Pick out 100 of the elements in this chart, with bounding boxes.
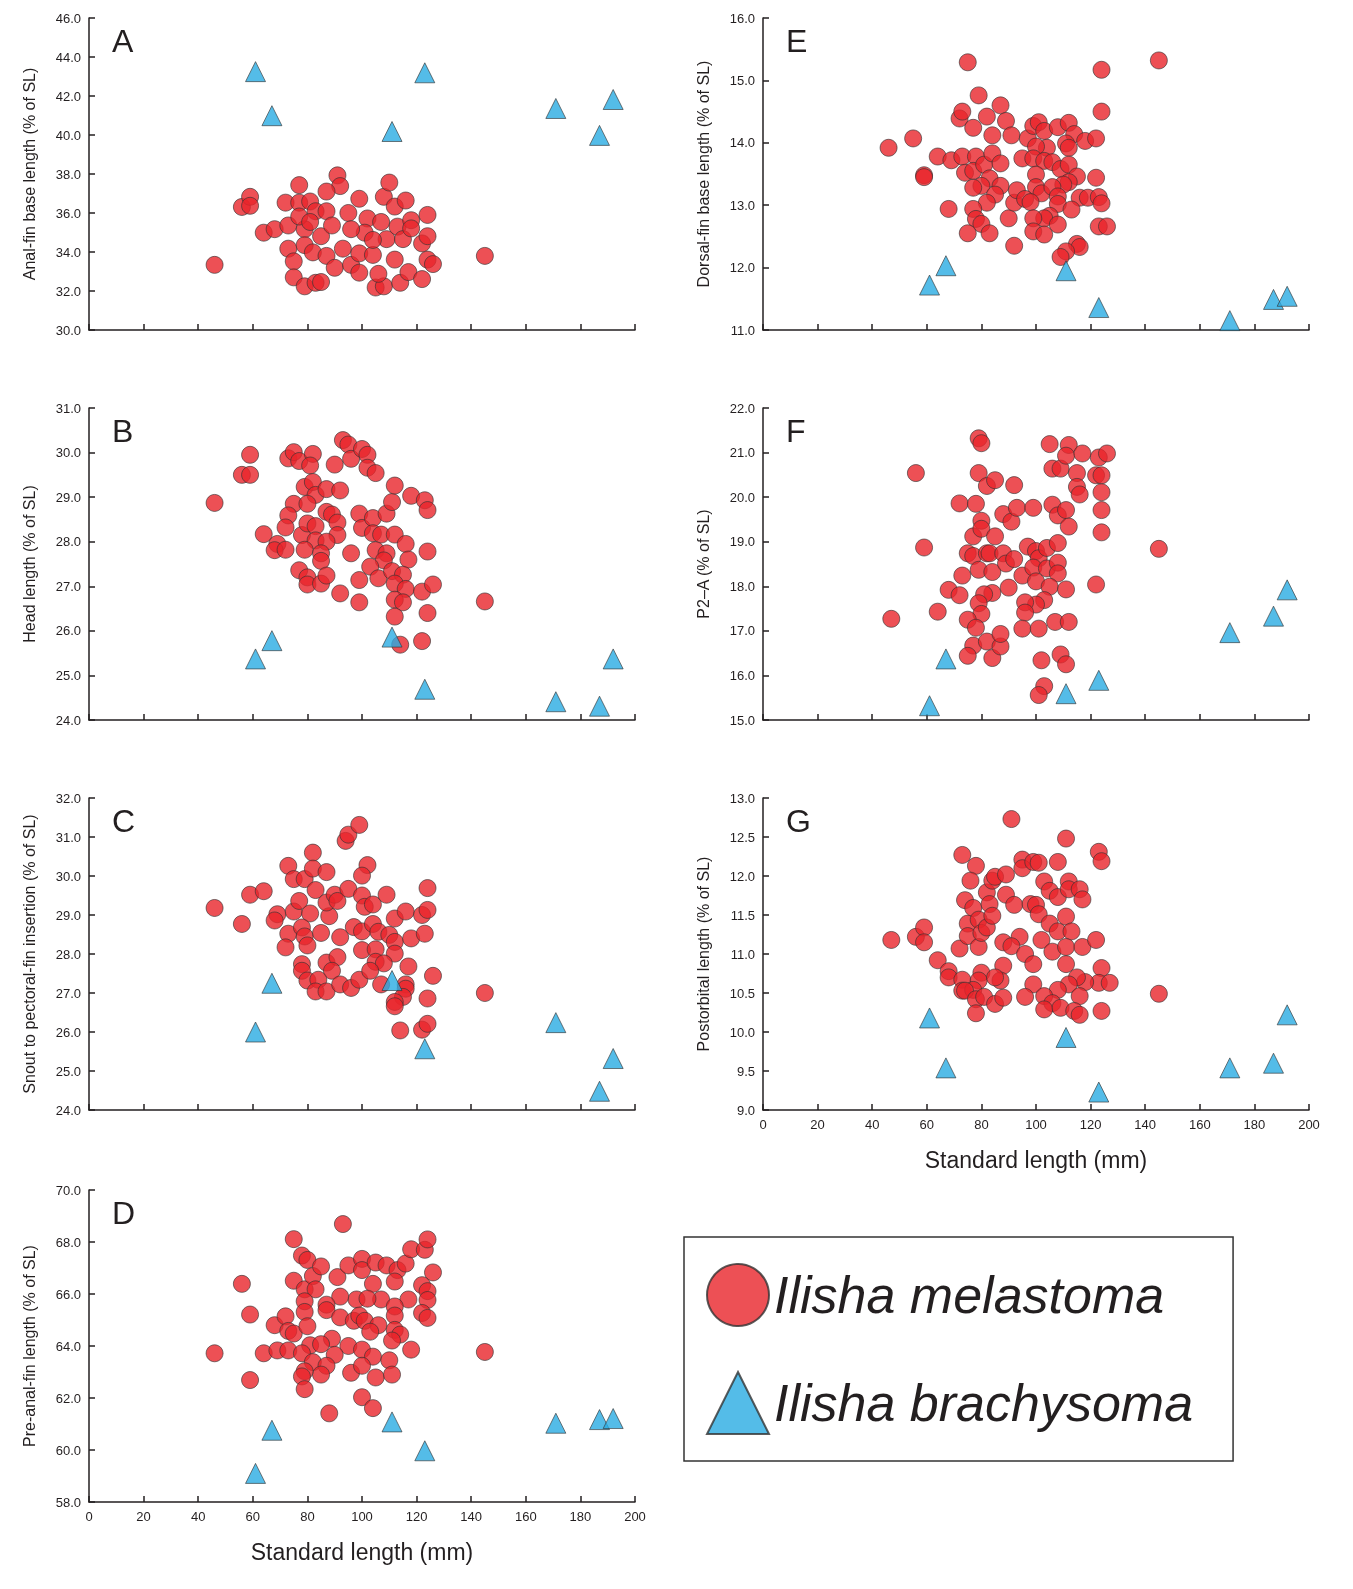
point: [545, 691, 567, 713]
y-tick-label: 36.0: [55, 205, 81, 221]
y-tick-label: 58.0: [55, 1494, 81, 1510]
y-tick-label: 13.0: [729, 790, 755, 806]
x-tick-label: 0: [759, 1117, 767, 1132]
y-tick-label: 40.0: [55, 127, 81, 143]
point: [589, 695, 610, 717]
point: [602, 89, 624, 110]
x-tick-label: 200: [1298, 1117, 1320, 1132]
x-tick-label: 120: [405, 1509, 428, 1524]
y-tick-label: 68.0: [55, 1234, 81, 1250]
point: [919, 274, 940, 296]
point: [1088, 297, 1110, 318]
y-tick-label: 44.0: [55, 49, 81, 65]
point: [245, 1021, 266, 1043]
y-tick-label: 9.0: [736, 1102, 755, 1118]
y-tick-label: 32.0: [55, 283, 81, 299]
y-tick-label: 11.0: [730, 322, 755, 338]
y-tick-label: 28.0: [55, 946, 81, 962]
y-tick-label: 11.0: [730, 946, 755, 962]
point: [589, 124, 610, 146]
y-tick-label: 10.0: [729, 1024, 755, 1040]
x-tick-label: 0: [85, 1509, 93, 1524]
x-tick-label: 100: [351, 1509, 373, 1524]
y-tick-label: 64.0: [55, 1338, 81, 1354]
point: [261, 972, 283, 994]
y-tick-label: 12.0: [729, 868, 755, 884]
point: [381, 626, 403, 648]
legend-label: Ilisha melastoma: [774, 1266, 1165, 1324]
y-tick-label: 13.0: [729, 197, 755, 213]
x-tick-label: 20: [810, 1117, 825, 1132]
point: [381, 970, 403, 991]
y-tick-label: 24.0: [55, 1102, 81, 1118]
point: [1088, 1081, 1110, 1103]
point: [381, 121, 403, 142]
y-tick-label: 60.0: [55, 1442, 81, 1458]
y-tick-label: 19.0: [729, 534, 755, 550]
x-tick-label: 180: [569, 1509, 592, 1524]
point: [261, 630, 283, 652]
point: [935, 648, 957, 670]
point: [1263, 1052, 1284, 1074]
x-tick-label: 80: [300, 1509, 315, 1524]
y-tick-label: 26.0: [55, 623, 81, 639]
y-tick-label: 9.5: [736, 1063, 755, 1079]
chart-title: B: [112, 413, 134, 449]
y-tick-label: 66.0: [55, 1286, 81, 1302]
y-tick-label: 16.0: [729, 10, 755, 26]
y-tick-label: 12.5: [729, 829, 755, 845]
point: [602, 1048, 624, 1069]
x-tick-label: 100: [1025, 1117, 1047, 1132]
y-tick-label: 30.0: [55, 445, 81, 461]
y-axis-title: Dorsal-fin base length (% of SL): [694, 60, 712, 288]
y-tick-label: 46.0: [55, 10, 81, 26]
x-tick-label: 140: [1134, 1117, 1157, 1132]
x-tick-label: 80: [974, 1117, 989, 1132]
x-tick-label: 60: [919, 1117, 935, 1132]
point: [1219, 310, 1241, 332]
x-tick-label: 140: [460, 1509, 483, 1524]
y-tick-label: 62.0: [55, 1390, 81, 1406]
x-tick-label: 200: [624, 1509, 646, 1524]
y-tick-label: 14.0: [729, 135, 755, 151]
x-tick-label: 120: [1079, 1117, 1102, 1132]
chart-title: F: [786, 413, 806, 449]
point: [1088, 669, 1110, 691]
point: [545, 98, 567, 119]
y-tick-label: 31.0: [55, 400, 81, 416]
x-tick-label: 40: [190, 1509, 206, 1524]
point: [1055, 260, 1077, 282]
chart-title: D: [112, 1195, 136, 1231]
point: [1263, 605, 1284, 627]
y-axis-title: Head length (% of SL): [20, 485, 38, 643]
y-tick-label: 30.0: [55, 868, 81, 884]
x-axis-title: Standard length (mm): [250, 1538, 474, 1565]
point: [1219, 622, 1241, 644]
chart-title: G: [786, 803, 811, 839]
y-tick-label: 32.0: [55, 790, 81, 806]
point: [414, 62, 436, 84]
x-tick-label: 60: [245, 1509, 261, 1524]
point: [1276, 1004, 1298, 1026]
point: [602, 1408, 624, 1429]
y-tick-label: 17.0: [729, 623, 755, 639]
point: [545, 1012, 567, 1034]
point: [1055, 1027, 1077, 1048]
x-tick-label: 180: [1243, 1117, 1266, 1132]
y-tick-label: 15.0: [729, 712, 755, 728]
point: [935, 1057, 957, 1079]
point: [1276, 285, 1298, 307]
y-tick-label: 27.0: [55, 985, 81, 1001]
y-axis-title: Anal-fin base length (% of SL): [20, 67, 38, 281]
y-axis-title: P2–A (% of SL): [694, 509, 712, 619]
x-tick-label: 160: [514, 1509, 537, 1524]
y-tick-label: 18.0: [729, 578, 755, 594]
point: [1055, 683, 1077, 705]
y-tick-label: 31.0: [55, 829, 81, 845]
point: [245, 61, 266, 83]
y-tick-label: 22.0: [729, 400, 755, 416]
point: [935, 255, 957, 277]
x-tick-label: 160: [1188, 1117, 1211, 1132]
y-tick-label: 21.0: [729, 445, 755, 461]
y-tick-label: 20.0: [729, 489, 755, 505]
